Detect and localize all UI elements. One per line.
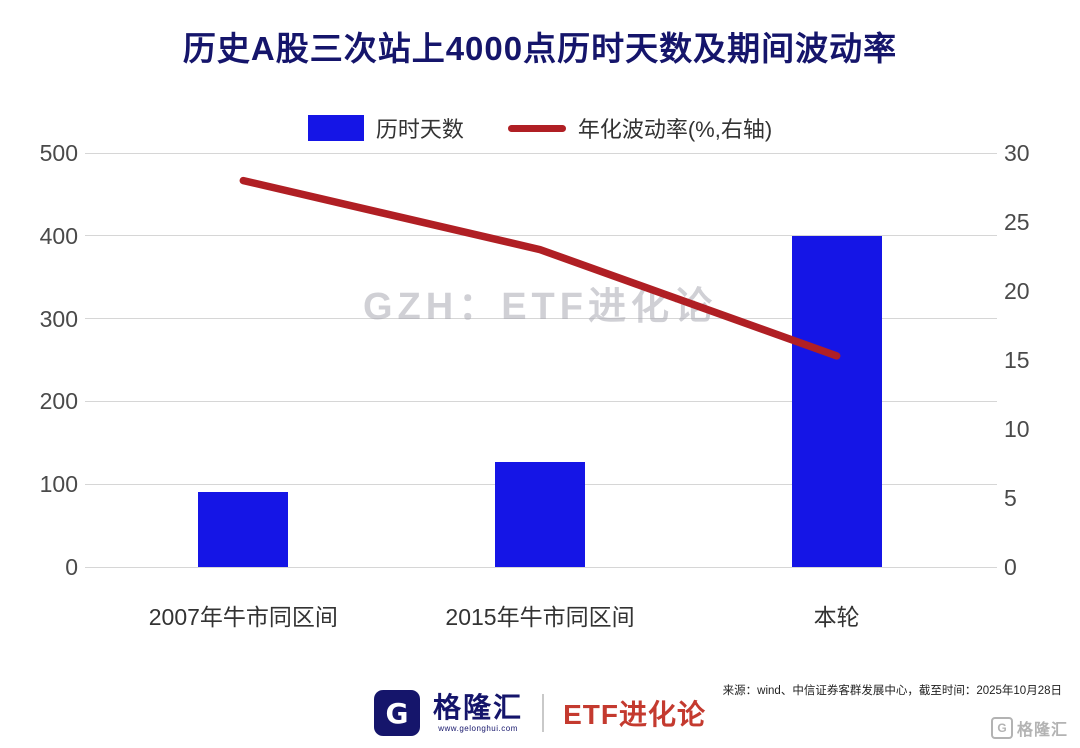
gridline (85, 152, 997, 154)
gridline (85, 318, 997, 320)
x-axis-label: 本轮 (813, 604, 860, 630)
gelonghui-brand-url: www.gelonghui.com (438, 723, 518, 733)
right-axis-tick-label: 10 (1004, 416, 1030, 442)
corner-watermark: G 格隆汇 (990, 716, 1068, 740)
line-series-swatch (507, 124, 566, 132)
right-axis-tick-label: 15 (1004, 347, 1030, 373)
gridline (85, 400, 997, 402)
bar-2015年牛市同区间 (495, 461, 585, 567)
brand-divider (542, 694, 545, 732)
bar-本轮 (791, 235, 882, 567)
left-axis-tick-label: 300 (39, 305, 78, 332)
legend-item-volatility: 年化波动率(%,右轴) (507, 112, 773, 144)
footer-brand: G 格隆汇 www.gelonghui.com ETF进化论 (0, 690, 1080, 736)
etf-brand-name: ETF进化论 (563, 699, 706, 730)
right-axis-tick-label: 5 (1004, 485, 1017, 511)
legend: 历时天数 年化波动率(%,右轴) (0, 112, 1080, 144)
gelonghui-logo-letter: G (385, 696, 409, 730)
corner-watermark-text: 格隆汇 (1016, 722, 1068, 739)
line-series-label: 年化波动率(%,右轴) (577, 117, 773, 142)
left-axis-tick-label: 0 (65, 554, 78, 580)
right-axis-tick-label: 20 (1004, 278, 1030, 304)
left-axis-tick-label: 500 (39, 140, 78, 166)
chart-title: 历史A股三次站上4000点历时天数及期间波动率 (182, 30, 898, 67)
left-axis-tick-label: 100 (39, 471, 78, 498)
x-axis-label: 2015年牛市同区间 (445, 604, 635, 630)
source-note: 来源：wind、中信证券客群发展中心，截至时间：2025年10月28日 (722, 685, 1062, 697)
gelonghui-brand: 格隆汇 www.gelonghui.com (433, 691, 524, 733)
corner-logo-icon: G (990, 717, 1013, 739)
gridline (85, 566, 997, 568)
volatility-line (239, 176, 841, 360)
bar-series-label: 历时天数 (375, 117, 464, 142)
legend-item-days: 历时天数 (307, 112, 464, 144)
right-axis-tick-label: 30 (1004, 140, 1030, 166)
plot-area: GZH：ETF进化论 (85, 152, 997, 568)
left-axis-tick-label: 400 (39, 222, 78, 249)
right-axis-tick-label: 25 (1004, 209, 1030, 235)
gridline (85, 235, 997, 237)
x-axis-label: 2007年牛市同区间 (148, 604, 338, 630)
left-axis-tick-label: 200 (39, 388, 78, 415)
gelonghui-brand-name: 格隆汇 (433, 691, 524, 723)
bar-2007年牛市同区间 (198, 492, 289, 567)
gelonghui-logo-icon: G (374, 690, 421, 736)
bar-series-swatch (307, 115, 364, 141)
right-axis-tick-label: 0 (1004, 554, 1017, 580)
